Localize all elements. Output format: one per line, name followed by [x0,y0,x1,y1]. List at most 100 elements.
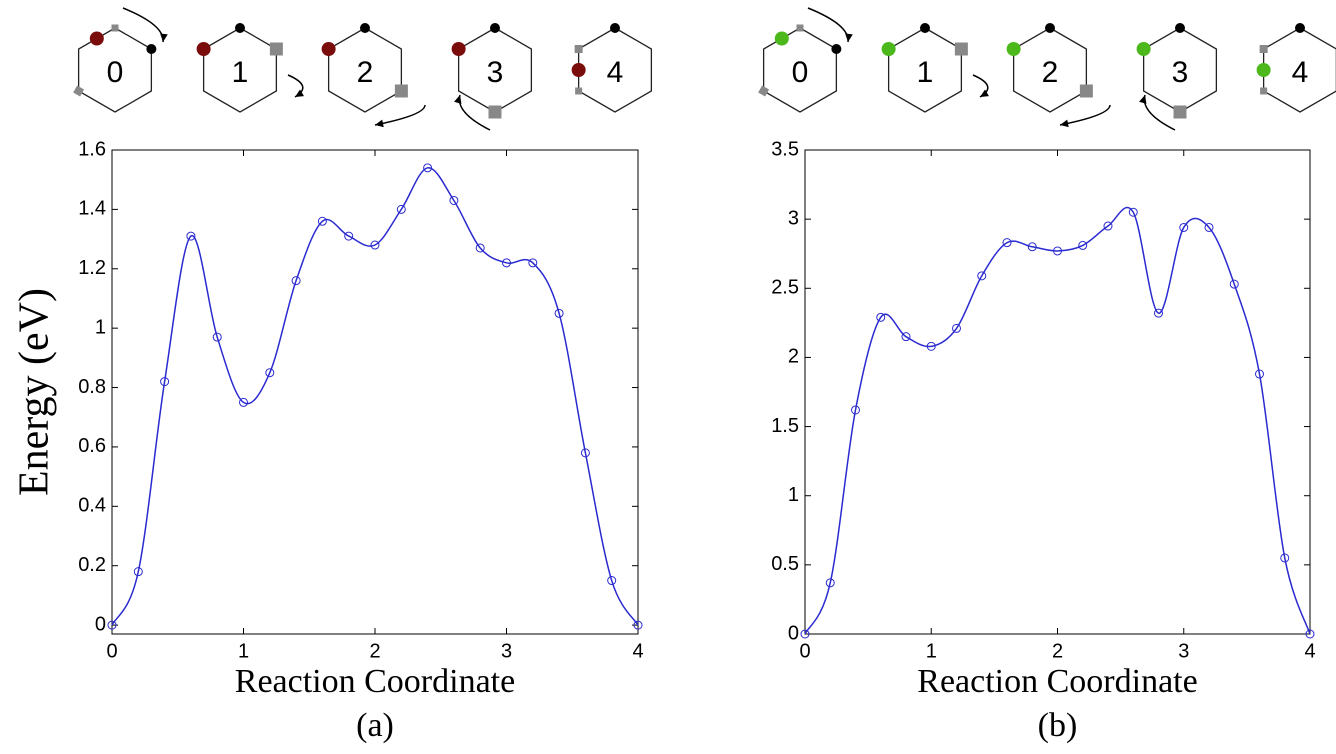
atom-square [574,45,583,53]
data-point [1305,629,1315,639]
y-tick-label: 1 [788,484,799,506]
data-point [926,341,936,351]
data-point [186,231,196,241]
data-point [1002,238,1012,248]
atom-black [490,23,500,33]
atom-black [1175,23,1185,33]
x-tick-label: 0 [799,640,810,662]
atom-colored [89,31,104,46]
data-point [212,332,222,342]
x-tick-label: 1 [238,640,249,662]
atom-square [488,105,502,119]
data-point [1280,553,1290,563]
data-point [528,258,538,268]
atom-square [1260,87,1268,95]
y-tick-label: 1.4 [78,198,106,220]
arrow-head [375,119,384,128]
data-point [607,576,617,586]
x-tick-label: 3 [1178,640,1189,662]
y-tick-label: 1 [95,316,106,338]
atom-square [394,84,408,98]
atom-square [1079,84,1093,98]
panel-label: 2 [357,56,374,89]
data-point [1255,369,1264,379]
data-point [423,163,433,173]
data-point [1154,308,1163,318]
atom-square [269,42,283,56]
y-tick-label: 0.8 [78,376,106,398]
arrow-head [160,33,168,42]
caption: (a) [356,707,394,744]
atom-square [1173,105,1187,119]
atom-square [111,24,119,32]
data-point [317,216,327,226]
atom-colored [881,42,896,56]
y-axis-label: Energy (eV) [12,288,58,496]
data-point [1204,222,1214,232]
y-tick-label: 0.6 [78,435,106,457]
panel-label: 1 [917,56,934,89]
atom-colored [774,31,789,46]
data-point [475,243,485,253]
data-point [952,323,961,333]
panel-label: 0 [792,56,809,89]
atom-black [360,23,370,33]
data-point [977,271,987,281]
x-tick-label: 4 [1304,640,1315,662]
atom-black [610,23,620,33]
atom-colored [451,42,466,56]
y-tick-label: 2.5 [771,277,799,299]
atom-square [796,24,804,32]
arrow-head [454,95,462,104]
data-point [633,620,643,630]
panel-label: 4 [607,56,624,89]
data-point [396,204,406,214]
data-point [876,312,886,322]
atom-square [954,42,968,56]
y-tick-label: 3 [788,207,799,229]
data-point [291,276,301,286]
atom-square [575,87,583,95]
x-tick-label: 2 [1052,640,1063,662]
y-tick-label: 1.5 [771,415,799,437]
plot-frame [804,149,1311,635]
data-point [800,629,810,639]
data-point [133,567,143,577]
atom-black [1295,23,1305,33]
atom-colored [196,42,211,56]
atom-black [146,44,157,54]
atom-colored [321,42,336,56]
data-point [1179,222,1189,232]
arrow [807,7,849,43]
arrow-head [1060,119,1069,128]
x-tick-label: 1 [926,640,937,662]
y-tick-label: 0.2 [78,554,106,576]
arrow-head [980,89,989,97]
x-axis-label: Reaction Coordinate [917,663,1197,700]
atom-colored [1136,42,1151,56]
panel-label: 0 [107,56,124,89]
panel-label: 4 [1292,56,1309,89]
x-tick-label: 3 [501,640,512,662]
data-point [1027,242,1037,252]
y-tick-label: 2 [788,346,799,368]
panel-label: 1 [232,56,249,89]
data-point [107,620,117,630]
data-point [239,397,248,407]
arrow-head [845,33,853,42]
data-point [449,195,459,205]
y-tick-label: 0.5 [771,553,799,575]
arrow [122,7,164,43]
y-tick-label: 0.4 [78,495,106,517]
atom-black [920,23,930,33]
y-tick-label: 1.6 [78,138,106,160]
y-tick-label: 0 [95,613,106,635]
atom-black [235,23,245,33]
atom-square [758,85,770,97]
data-point [580,448,590,458]
x-axis-label: Reaction Coordinate [235,663,515,700]
atom-colored [1256,63,1271,77]
data-point [1053,246,1062,256]
atom-colored [1006,42,1021,56]
